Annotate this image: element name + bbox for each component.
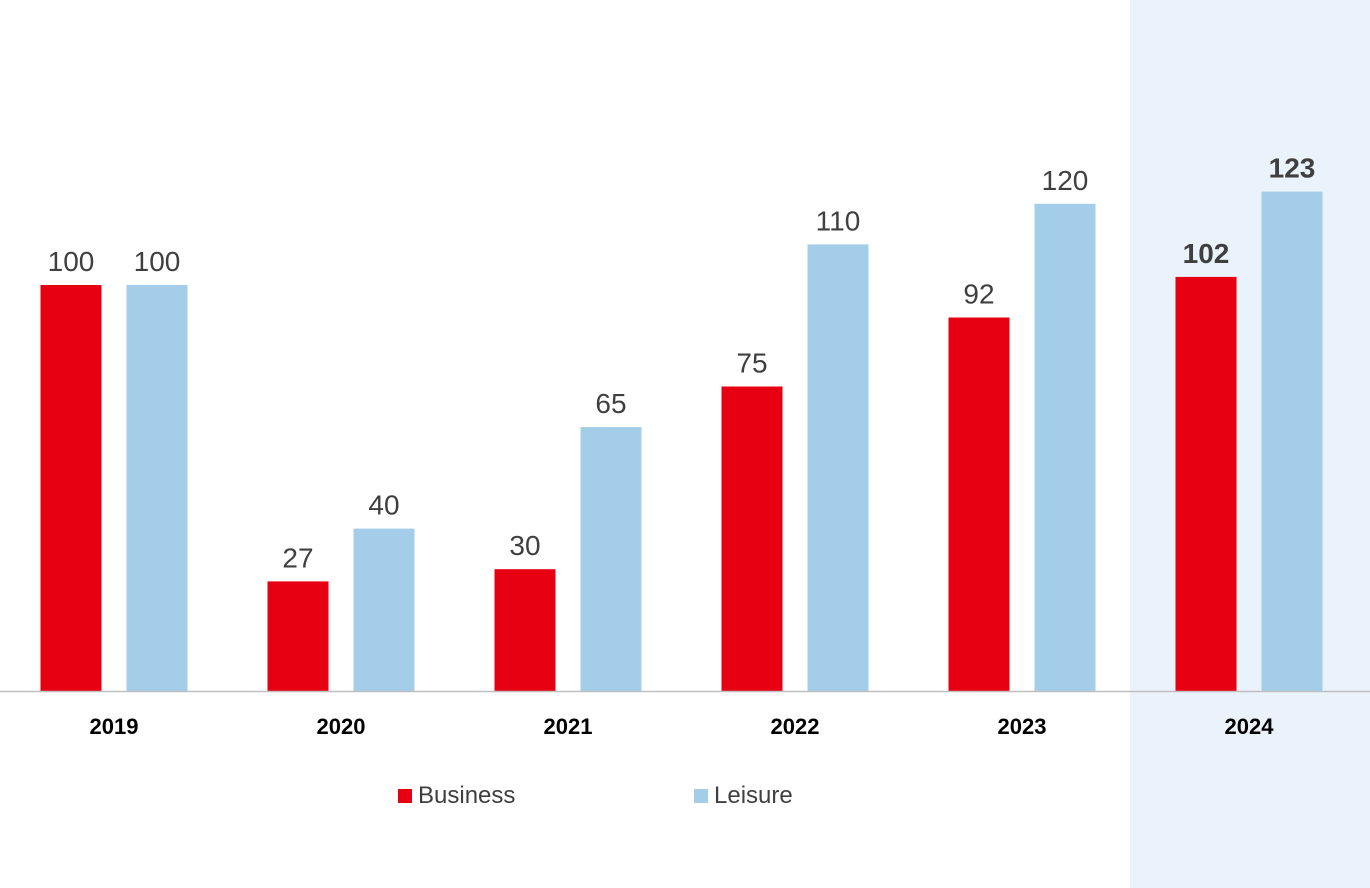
data-label-leisure-2020: 40 bbox=[368, 490, 399, 521]
bar-business-2019 bbox=[40, 285, 102, 691]
data-label-business-2020: 27 bbox=[282, 542, 313, 573]
x-tick-label-2022: 2022 bbox=[771, 714, 820, 739]
data-label-business-2024: 102 bbox=[1183, 238, 1230, 269]
data-label-leisure-2019: 100 bbox=[134, 246, 181, 277]
bar-business-2022 bbox=[721, 386, 783, 691]
data-label-leisure-2022: 110 bbox=[816, 205, 861, 236]
bar-business-2023 bbox=[948, 317, 1010, 691]
data-label-leisure-2021: 65 bbox=[595, 388, 626, 419]
highlight-band bbox=[1130, 0, 1370, 888]
x-tick-label-2021: 2021 bbox=[544, 714, 593, 739]
data-label-leisure-2023: 120 bbox=[1042, 165, 1089, 196]
x-tick-label-2019: 2019 bbox=[90, 714, 139, 739]
bars-layer bbox=[40, 191, 1323, 692]
legend-item-business: Business bbox=[398, 782, 515, 810]
legend: Business Leisure bbox=[0, 782, 1370, 812]
x-tick-label-2023: 2023 bbox=[998, 714, 1047, 739]
legend-swatch-business bbox=[398, 789, 412, 803]
legend-item-leisure: Leisure bbox=[694, 782, 793, 810]
bar-leisure-2020 bbox=[353, 528, 415, 691]
bar-business-2024 bbox=[1175, 276, 1237, 691]
bar-leisure-2019 bbox=[126, 285, 188, 691]
x-tick-labels-layer: 2019 2020 2021 2022 2023 2024 bbox=[90, 714, 1275, 739]
bar-business-2020 bbox=[267, 581, 329, 691]
legend-label-leisure: Leisure bbox=[714, 782, 793, 809]
legend-label-business: Business bbox=[418, 782, 516, 809]
data-label-business-2023: 92 bbox=[963, 279, 994, 310]
bar-business-2021 bbox=[494, 569, 556, 691]
x-tick-label-2024: 2024 bbox=[1225, 714, 1275, 739]
bar-leisure-2022 bbox=[807, 244, 869, 691]
bar-leisure-2021 bbox=[580, 427, 642, 691]
data-label-business-2022: 75 bbox=[736, 348, 767, 379]
legend-swatch-leisure bbox=[694, 789, 708, 803]
data-label-leisure-2024: 123 bbox=[1269, 153, 1316, 184]
data-labels-layer: 100 100 27 40 30 65 75 110 92 120 102 123 bbox=[48, 153, 1316, 574]
data-label-business-2019: 100 bbox=[48, 246, 95, 277]
data-label-business-2021: 30 bbox=[509, 530, 540, 561]
bar-leisure-2024 bbox=[1261, 191, 1323, 691]
x-tick-label-2020: 2020 bbox=[317, 714, 366, 739]
bar-leisure-2023 bbox=[1034, 203, 1096, 692]
